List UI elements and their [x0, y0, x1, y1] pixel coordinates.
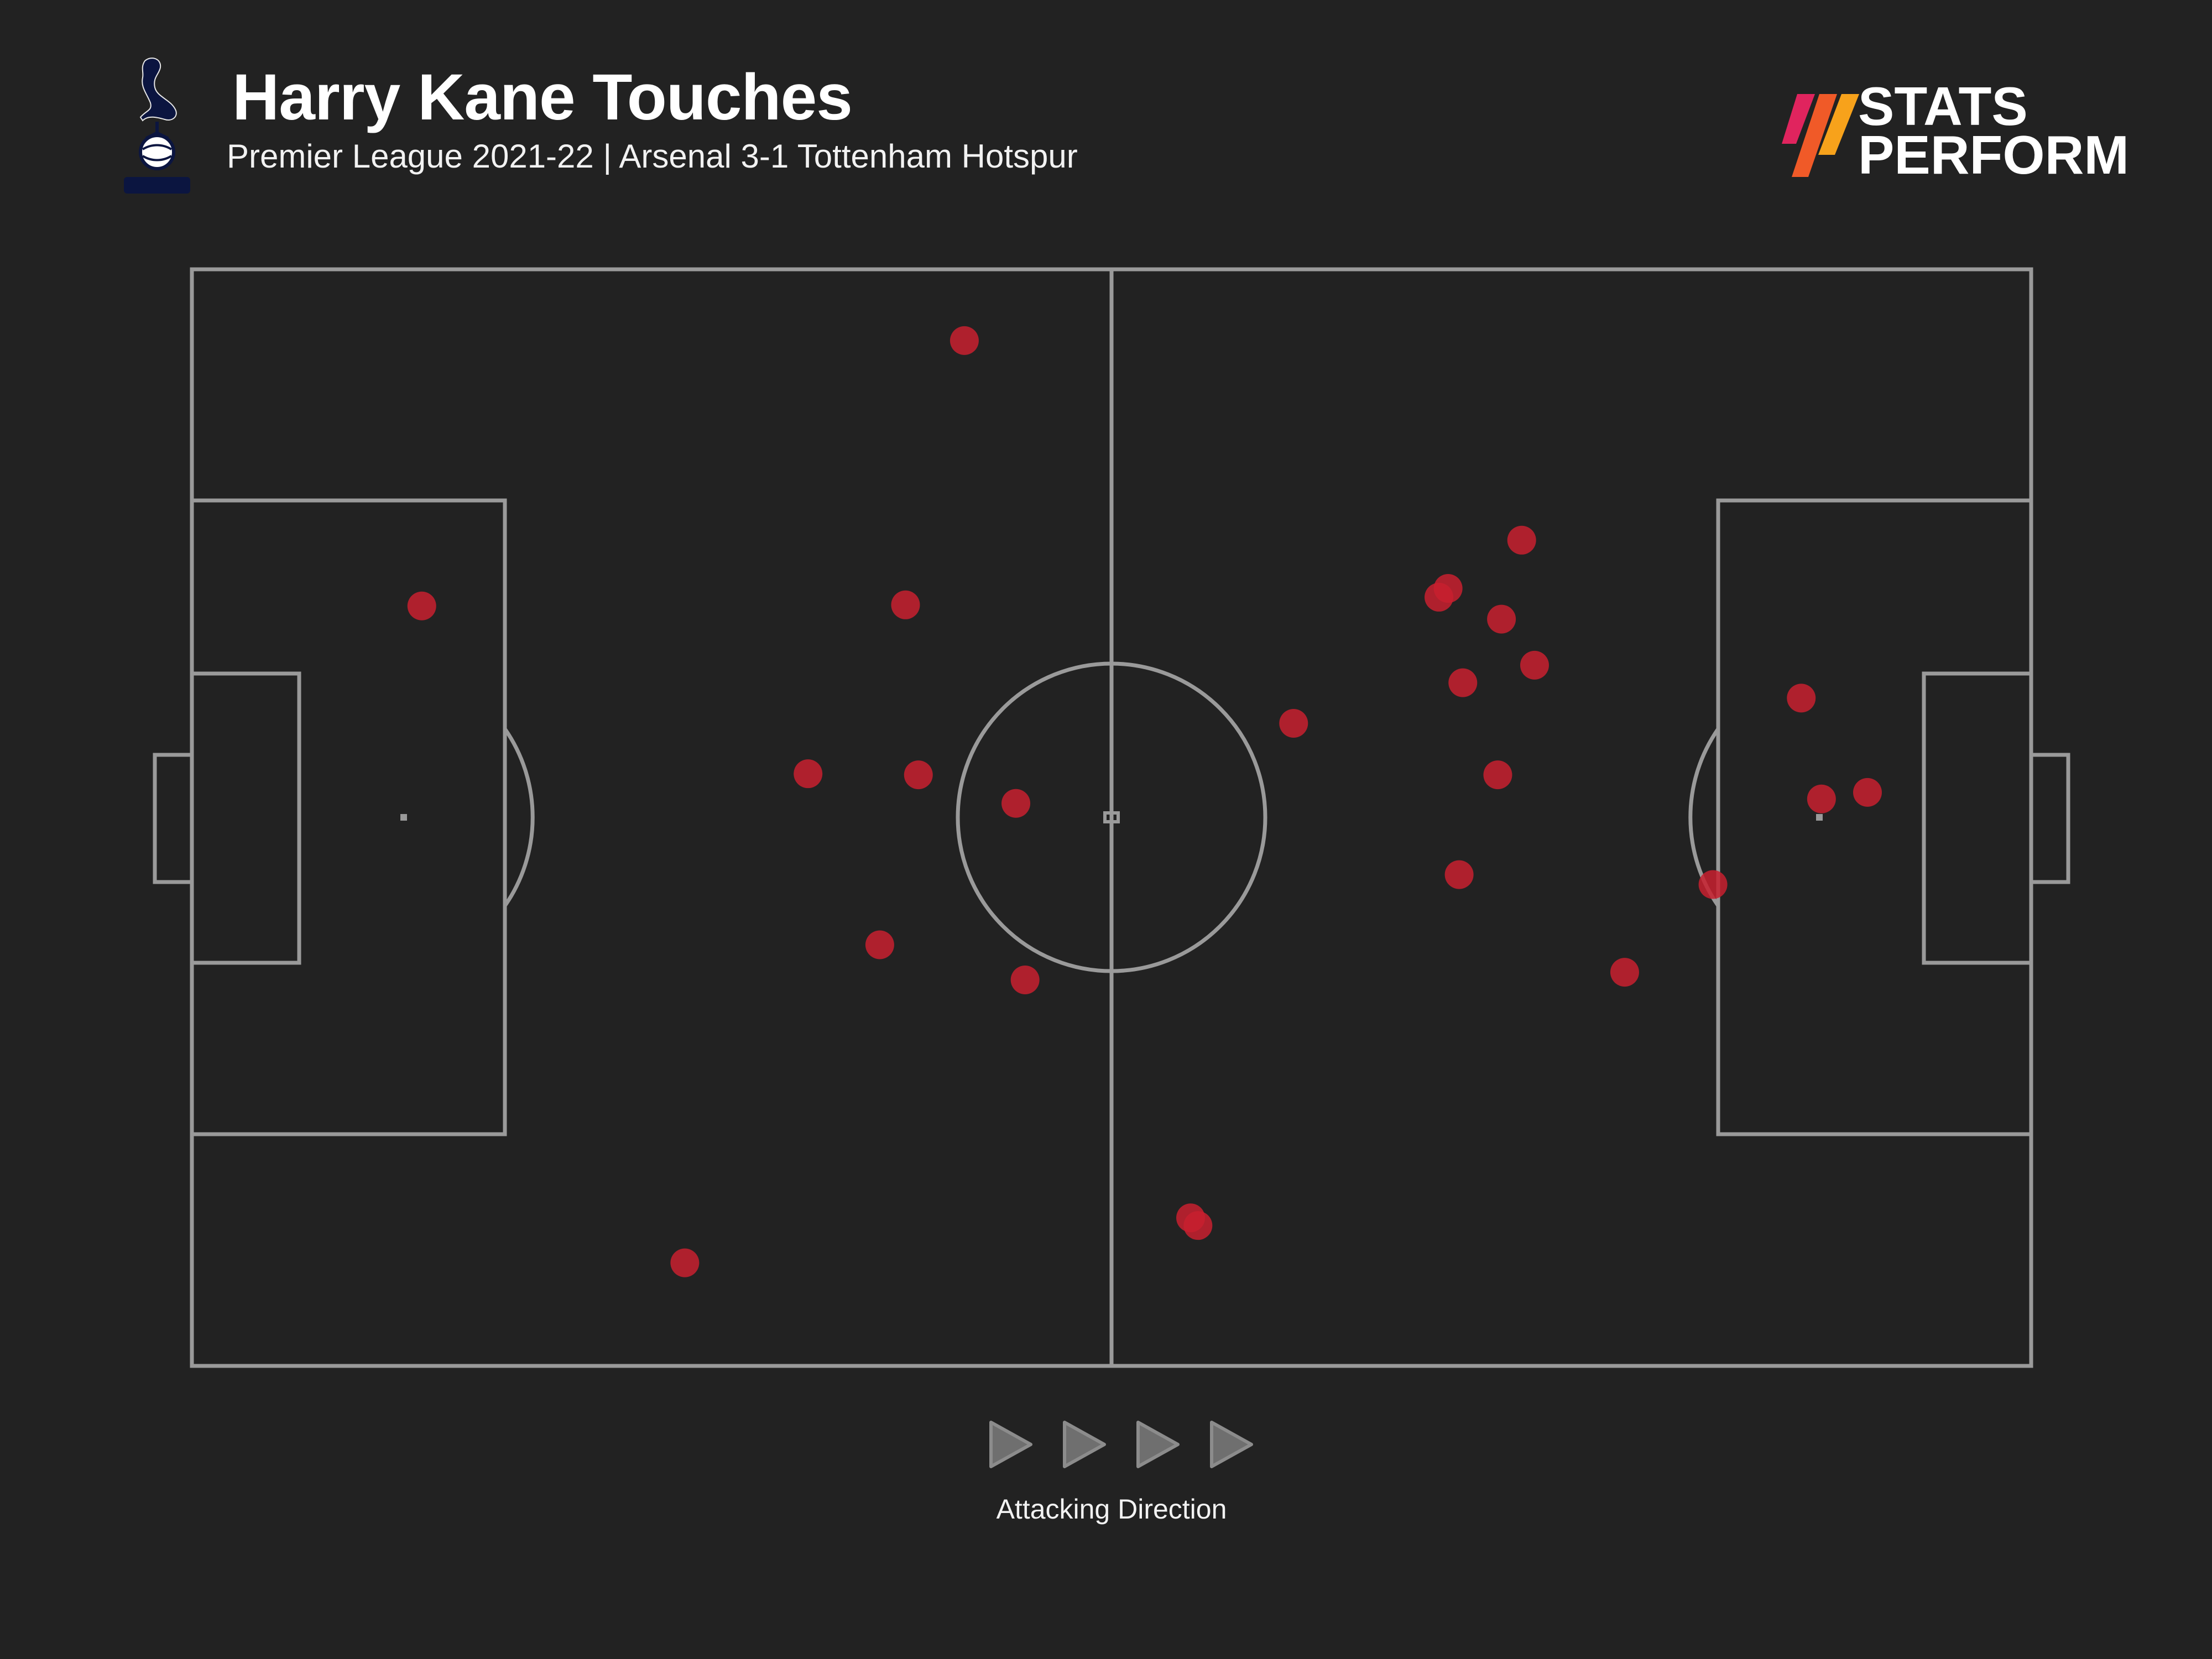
- right-six-yard-box: [1922, 671, 2033, 965]
- play-arrow-icon: [1210, 1421, 1253, 1468]
- touch-point: [1610, 958, 1639, 987]
- touch-point: [1487, 604, 1516, 634]
- centre-spot: [1103, 811, 1120, 823]
- play-arrow-icon: [1063, 1421, 1106, 1468]
- left-goal: [153, 753, 194, 884]
- left-six-yard-box: [190, 671, 301, 965]
- left-penalty-arc: [503, 728, 535, 907]
- touch-point: [670, 1248, 700, 1277]
- touch-point: [1279, 708, 1308, 738]
- touch-point: [904, 760, 933, 790]
- attacking-direction-arrows: [989, 1421, 1253, 1468]
- touch-point: [1010, 965, 1040, 994]
- right-goal: [2029, 753, 2070, 884]
- left-penalty-spot: [400, 814, 407, 821]
- touch-point: [1448, 668, 1478, 697]
- touch-point: [1183, 1211, 1213, 1240]
- touch-point: [1483, 760, 1512, 790]
- left-penalty-box: [190, 498, 507, 1136]
- brand-line-stats: STATS: [1858, 76, 2028, 137]
- brand-wordmark: STATS PERFORM: [1858, 76, 2129, 185]
- brand-line-perform: PERFORM: [1858, 124, 2129, 185]
- right-penalty-box: [1716, 498, 2033, 1136]
- touch-markers: [407, 326, 1882, 1277]
- right-penalty-spot: [1816, 814, 1823, 821]
- touch-point: [1507, 525, 1536, 555]
- touch-point: [1787, 684, 1816, 713]
- touch-point: [1807, 784, 1836, 813]
- touch-point: [1444, 860, 1474, 889]
- touch-point: [891, 590, 920, 619]
- play-arrow-icon: [1136, 1421, 1180, 1468]
- centre-circle: [956, 661, 1267, 973]
- touch-point: [950, 326, 979, 355]
- touch-point: [1853, 778, 1882, 807]
- chart-title: Harry Kane Touches: [232, 61, 853, 134]
- pitch-lines: [153, 267, 2070, 1368]
- touch-point: [865, 930, 894, 959]
- attacking-direction-label: Attacking Direction: [996, 1494, 1227, 1525]
- touch-point: [1698, 870, 1728, 899]
- touch-point: [1001, 789, 1031, 818]
- stats-perform-logo-icon: [1782, 94, 1859, 177]
- touch-point: [407, 591, 436, 620]
- touch-point: [1425, 582, 1454, 612]
- touch-point: [1520, 650, 1549, 680]
- touch-point: [794, 759, 823, 789]
- tottenham-crest-icon: [124, 58, 190, 194]
- chart-subtitle: Premier League 2021-22 | Arsenal 3-1 Tot…: [227, 138, 1078, 175]
- play-arrow-icon: [989, 1421, 1032, 1468]
